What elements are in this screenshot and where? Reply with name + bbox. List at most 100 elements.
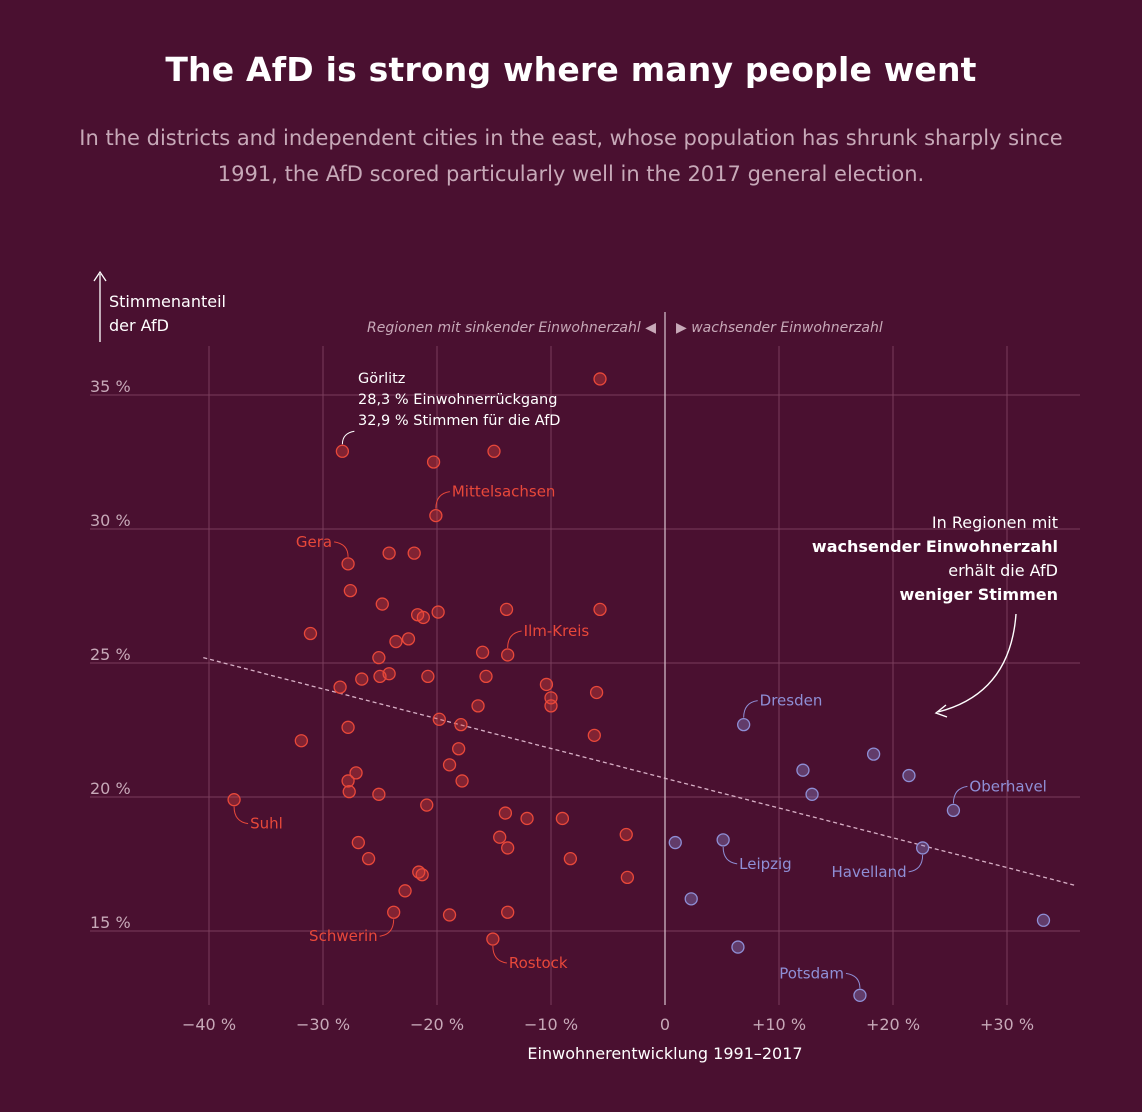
point-shrinking [398, 884, 412, 898]
goerlitz-callout-line2: 28,3 % Einwohnerrückgang [358, 392, 557, 408]
point-growing [668, 835, 682, 850]
point-label: Oberhavel [969, 777, 1046, 795]
label-leader [435, 491, 450, 509]
point-shrinking [335, 444, 350, 458]
point-label: Rostock [509, 954, 568, 972]
point-label: Mittelsachsen [452, 483, 556, 501]
point-shrinking [375, 597, 389, 611]
point-shrinking [486, 932, 500, 946]
point-shrinking [333, 680, 347, 694]
label-leader [908, 854, 924, 873]
point-shrinking [442, 908, 457, 922]
label-leader [952, 785, 968, 804]
point-shrinking [555, 811, 570, 826]
point-shrinking [382, 546, 396, 560]
header-shrinking-label: Regionen mit sinkender Einwohnerzahl ◀ [367, 320, 656, 336]
x-tick-label: +10 % [752, 1015, 806, 1034]
point-shrinking [407, 546, 421, 560]
label-leader [233, 806, 249, 825]
point-shrinking [493, 830, 507, 844]
point-shrinking [421, 669, 435, 684]
point-shrinking [501, 648, 515, 662]
point-growing [902, 768, 916, 783]
point-growing [684, 892, 698, 906]
point-shrinking [454, 717, 468, 732]
label-leader [845, 972, 861, 989]
point-shrinking [382, 667, 396, 681]
point-shrinking [593, 602, 607, 617]
x-tick-label: +30 % [980, 1015, 1034, 1034]
point-shrinking [341, 774, 355, 788]
chart-subtitle: In the districts and independent cities … [79, 126, 1063, 186]
point-label: Dresden [760, 692, 823, 710]
y-axis-label-line2: der AfD [109, 316, 169, 335]
point-label: Havelland [831, 863, 906, 881]
point-label: Potsdam [779, 964, 844, 982]
y-tick-label: 35 % [90, 377, 131, 396]
x-tick-label: −10 % [524, 1015, 578, 1034]
point-growing [805, 787, 819, 801]
point-growing [731, 940, 745, 954]
x-tick-label: −30 % [296, 1015, 350, 1034]
point-shrinking [429, 508, 443, 523]
point-labels: Suhl Gera Mittelsachsen Ilm-Kreis Schwerin Ro… [250, 483, 1047, 983]
point-growing [866, 747, 881, 761]
point-shrinking [426, 455, 441, 469]
label-leader [507, 630, 522, 648]
annotation-line1: In Regionen mit [932, 513, 1058, 532]
point-shrinking [389, 634, 403, 649]
point-growing [716, 833, 730, 847]
header-growing-label: ▶ wachsender Einwohnerzahl [676, 320, 883, 336]
point-label: Schwerin [309, 927, 378, 945]
x-tick-label: −40 % [182, 1015, 236, 1034]
point-shrinking [587, 728, 601, 743]
point-shrinking [501, 905, 515, 919]
point-shrinking [349, 766, 363, 780]
point-shrinking [619, 827, 633, 842]
point-shrinking [452, 742, 466, 756]
point-shrinking [401, 632, 416, 646]
label-leader [379, 919, 395, 937]
point-shrinking [342, 784, 356, 799]
point-growing [915, 841, 930, 855]
point-shrinking [372, 650, 386, 665]
point-shrinking [351, 835, 365, 850]
grid-lines [90, 346, 1080, 1005]
point-shrinking [498, 806, 513, 820]
point-shrinking [544, 699, 558, 713]
point-growing [1036, 913, 1051, 927]
point-shrinking [341, 557, 355, 571]
point-shrinking [341, 720, 355, 734]
point-shrinking [455, 774, 469, 788]
annotation-line2: wachsender Einwohnerzahl [812, 537, 1058, 556]
point-shrinking [431, 605, 445, 619]
trend-line [203, 657, 1076, 887]
point-label: Gera [296, 533, 332, 551]
point-shrinking [420, 798, 434, 812]
annotation-line4: weniger Stimmen [899, 585, 1058, 604]
goerlitz-callout-line3: 32,9 % Stimmen für die AfD [358, 413, 560, 429]
y-tick-label: 25 % [90, 645, 131, 664]
point-shrinking [343, 583, 358, 598]
label-leader [492, 946, 507, 964]
point-shrinking [499, 602, 514, 617]
y-axis-arrow-head-icon [93, 270, 107, 282]
point-shrinking [387, 905, 401, 919]
point-shrinking [303, 626, 318, 641]
point-shrinking [432, 712, 446, 726]
point-shrinking [442, 758, 457, 772]
point-shrinking [355, 672, 369, 686]
point-shrinking [361, 851, 376, 866]
goerlitz-callout: Görlitz 28,3 % Einwohnerrückgang 32,9 % … [341, 371, 560, 445]
label-leader [743, 700, 758, 718]
annotation-arrow-curve [937, 613, 1017, 713]
point-shrinking [539, 677, 554, 692]
x-axis-label: Einwohnerentwicklung 1991–2017 [527, 1044, 802, 1063]
axis-ticks: 15 % 20 % 25 % 30 % 35 % −40 % −30 % −20 % −10 %… [90, 377, 1034, 1034]
point-growing [737, 717, 751, 732]
point-shrinking [479, 669, 493, 684]
annotation-line3: erhält die AfD [948, 561, 1058, 580]
point-shrinking [227, 793, 241, 807]
x-tick-label: 0 [660, 1015, 670, 1034]
point-shrinking [487, 444, 501, 458]
